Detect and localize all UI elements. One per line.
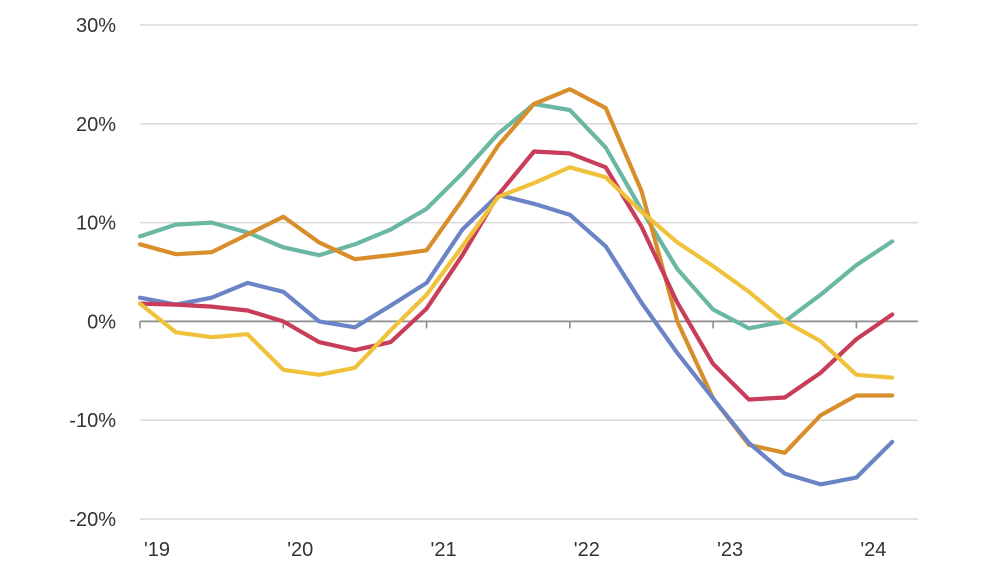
tick-labels: 30% 20% 10% 0% -10% -20% '19 '20 '21 '22 '23 '24 [69,15,886,561]
x-tick-label: '24 [860,539,886,561]
y-tick-label: 10% [76,213,116,235]
y-tick-label: 0% [87,311,116,333]
x-axis [139,320,918,329]
series-line-1 [137,101,895,331]
series-lines [137,87,895,487]
x-tick-label: '22 [574,539,600,561]
grid [140,24,918,520]
x-tick-label: '20 [287,539,313,561]
x-tick-label: '23 [717,539,743,561]
x-tick-label: '19 [144,539,170,561]
y-tick-label: -10% [69,410,116,432]
y-tick-label: 30% [76,15,116,37]
series-line-2 [137,87,895,455]
y-tick-label: -20% [69,509,116,531]
series-line-4 [137,149,895,402]
y-tick-label: 20% [76,114,116,136]
series-line-5 [137,165,895,380]
x-tick-label: '21 [431,539,457,561]
series-line-3 [137,192,895,487]
